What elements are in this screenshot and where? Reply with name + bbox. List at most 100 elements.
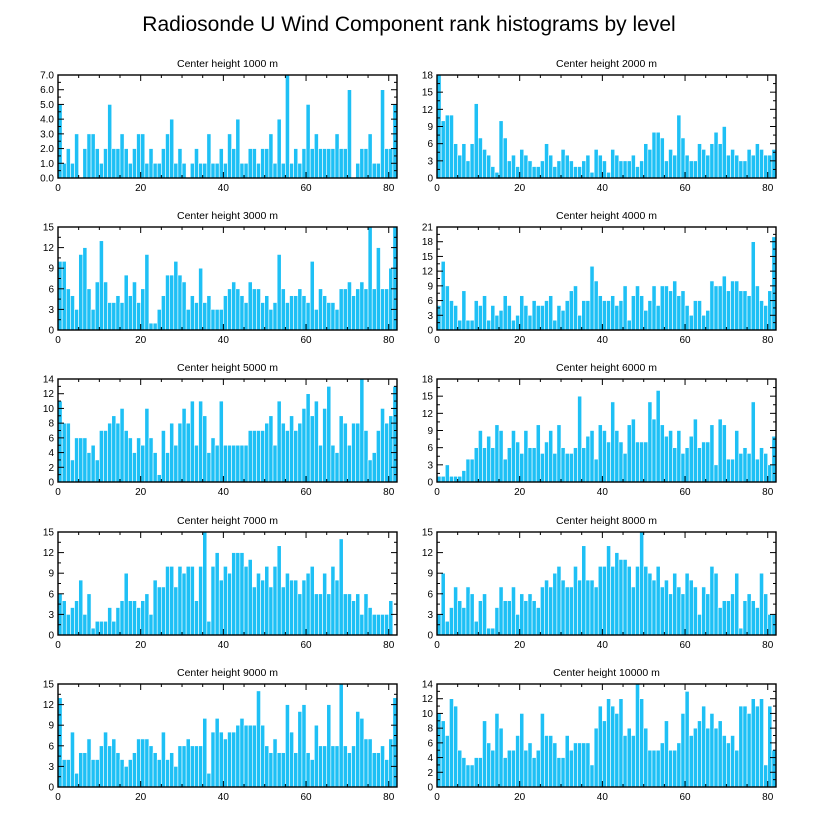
histogram-bar	[457, 319, 463, 331]
histogram-bar	[309, 148, 315, 179]
x-tick-label: 80	[762, 792, 774, 803]
histogram-bar	[363, 593, 369, 636]
histogram-bar	[469, 458, 475, 483]
histogram-bar	[709, 713, 715, 788]
histogram-bar	[376, 247, 381, 331]
x-tick-label: 60	[679, 183, 691, 194]
histogram-bar	[676, 295, 682, 331]
histogram-bar	[194, 148, 199, 179]
histogram-bar	[243, 566, 249, 636]
histogram-bar	[709, 424, 715, 483]
histogram-bar	[119, 302, 125, 331]
histogram-bar	[380, 614, 385, 636]
y-tick-label: 12	[43, 389, 55, 400]
histogram-bar	[523, 305, 529, 331]
histogram-bar	[746, 149, 752, 179]
histogram-bar	[573, 285, 578, 331]
histogram-bar	[136, 738, 141, 788]
histogram-bar	[115, 422, 121, 483]
x-tick-label: 0	[55, 487, 61, 498]
histogram-bar	[326, 148, 332, 179]
histogram-bar	[639, 160, 645, 179]
histogram-bar	[705, 727, 711, 788]
histogram-bar	[119, 600, 125, 636]
histogram-bar	[506, 305, 512, 331]
x-tick-label: 20	[135, 792, 147, 803]
histogram-bar	[473, 447, 479, 483]
histogram-bar	[355, 593, 361, 636]
histogram-bar	[742, 290, 748, 331]
histogram-bar	[498, 310, 504, 331]
histogram-bar	[482, 447, 487, 483]
histogram-bar	[177, 566, 183, 636]
histogram-bar	[651, 749, 657, 788]
histogram-bar	[738, 290, 744, 331]
histogram-bar	[388, 600, 394, 636]
histogram-bar	[602, 430, 607, 483]
histogram-bar	[94, 620, 100, 636]
histogram-bar	[181, 408, 187, 483]
y-tick-label: 9	[427, 569, 433, 580]
histogram-bar	[103, 620, 108, 636]
histogram-bar	[202, 718, 208, 788]
histogram-bar	[593, 458, 599, 483]
histogram-bar	[684, 572, 690, 636]
histogram-bar	[515, 166, 520, 179]
histogram-bar	[647, 572, 653, 636]
histogram-bar	[214, 162, 220, 179]
panel-title: Center height 10000 m	[553, 667, 660, 679]
histogram-bar	[767, 464, 773, 483]
histogram-bar	[252, 288, 257, 331]
histogram-bar	[730, 458, 735, 483]
histogram-panel: Center height 4000 m 0 20 40 60 80 0 3 6 9 12 15 18 2…	[422, 210, 777, 346]
histogram-bar	[610, 705, 616, 788]
histogram-bar	[457, 600, 463, 636]
histogram-bar	[264, 295, 270, 331]
panels: Center height 1000 m0 20 40 60 800.01.02.03.…	[40, 58, 777, 803]
histogram-bar	[635, 683, 640, 788]
histogram-bar	[531, 600, 537, 636]
histogram-bar	[713, 727, 719, 788]
histogram-bar	[152, 452, 158, 483]
x-tick-label: 20	[514, 183, 526, 194]
histogram-bar	[74, 309, 79, 331]
histogram-bar	[103, 731, 108, 788]
histogram-bar	[318, 148, 323, 179]
histogram-bar	[318, 444, 323, 483]
histogram-bar	[280, 288, 286, 331]
histogram-bar	[738, 453, 744, 483]
histogram-bar	[107, 745, 113, 788]
histogram-bar	[338, 415, 344, 483]
panel-title: Center height 6000 m	[556, 362, 657, 374]
histogram-bar	[181, 281, 187, 331]
histogram-bar	[738, 705, 744, 788]
x-tick-label: 40	[597, 640, 609, 651]
histogram-bar	[726, 154, 731, 179]
x-tick-label: 60	[679, 487, 691, 498]
histogram-bar	[342, 288, 348, 331]
histogram-bar	[359, 614, 365, 636]
histogram-bar	[90, 759, 96, 788]
histogram-bar	[380, 745, 385, 788]
histogram-bar	[252, 586, 257, 636]
histogram-bar	[688, 735, 694, 788]
histogram-bar	[132, 752, 137, 788]
histogram-bar	[664, 285, 669, 331]
histogram-bar	[664, 435, 669, 483]
histogram-bar	[181, 745, 187, 788]
histogram-bar	[140, 600, 146, 636]
histogram-bar	[585, 579, 591, 636]
y-tick-label: 6	[48, 589, 54, 600]
histogram-bar	[622, 285, 628, 331]
histogram-bar	[465, 764, 471, 788]
histogram-bar	[289, 415, 294, 483]
histogram-bar	[177, 148, 183, 179]
histogram-bar	[334, 133, 340, 179]
histogram-bar	[631, 586, 636, 636]
histogram-bar	[593, 280, 599, 331]
y-tick-label: 3	[427, 460, 433, 471]
histogram-bar	[144, 162, 150, 179]
histogram-bar	[643, 441, 649, 483]
histogram-bar	[709, 143, 715, 179]
panel-title: Center height 4000 m	[556, 210, 657, 222]
